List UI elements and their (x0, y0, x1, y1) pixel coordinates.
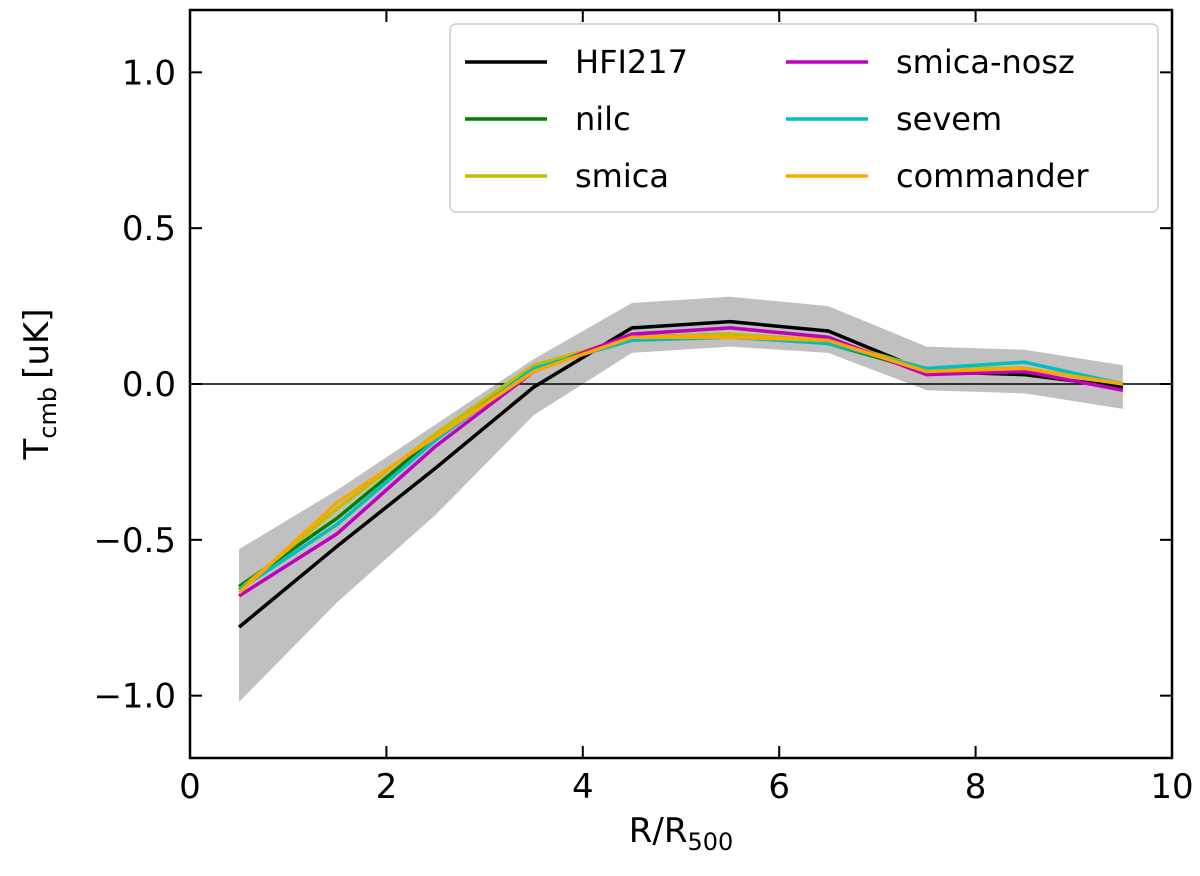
tick-layer: 0 2 4 6 8 10 −1.0 −0.5 0.0 0.5 1.0 (93, 10, 1194, 807)
x-axis-label-subscript: 500 (687, 828, 733, 856)
legend-label-commander: commander (896, 157, 1089, 195)
y-tick-label: −0.5 (93, 521, 176, 561)
y-axis-label-unit: [uK] (17, 309, 57, 379)
uncertainty-band-layer (239, 296, 1123, 702)
y-axis-label-main: T (17, 438, 57, 460)
x-tick-label: 4 (572, 767, 594, 807)
x-tick-label: 0 (179, 767, 201, 807)
series-line-commander (237, 335, 1124, 595)
y-axis-label: Tcmb [uK] (17, 309, 62, 461)
legend-label-HFI217: HFI217 (575, 43, 688, 81)
legend-label-smica: smica (575, 157, 669, 195)
y-tick-label: −1.0 (93, 677, 176, 717)
uncertainty-band (239, 296, 1123, 702)
y-axis-label-subscript: cmb (34, 387, 62, 439)
y-tick-label: 0.5 (122, 209, 176, 249)
axis-label-layer: R/R500 Tcmb [uK] (17, 309, 733, 856)
x-tick-label: 2 (376, 767, 398, 807)
series-line-smica-nosz (238, 326, 1124, 598)
y-tick-label: 1.0 (122, 53, 176, 93)
x-tick-label: 6 (768, 767, 790, 807)
x-tick-label: 8 (965, 767, 987, 807)
x-axis-label-main: R/R (629, 811, 688, 851)
x-tick-label: 10 (1150, 767, 1193, 807)
legend: HFI217 nilc smica smica-nosz sevem commander (449, 23, 1159, 213)
y-tick-label: 0.0 (122, 365, 176, 405)
legend-label-sevem: sevem (896, 100, 1002, 138)
legend-label-nilc: nilc (575, 100, 631, 138)
series-layer (237, 319, 1124, 629)
legend-label-smica-nosz: smica-nosz (896, 43, 1075, 81)
x-axis-label: R/R500 (629, 811, 734, 856)
